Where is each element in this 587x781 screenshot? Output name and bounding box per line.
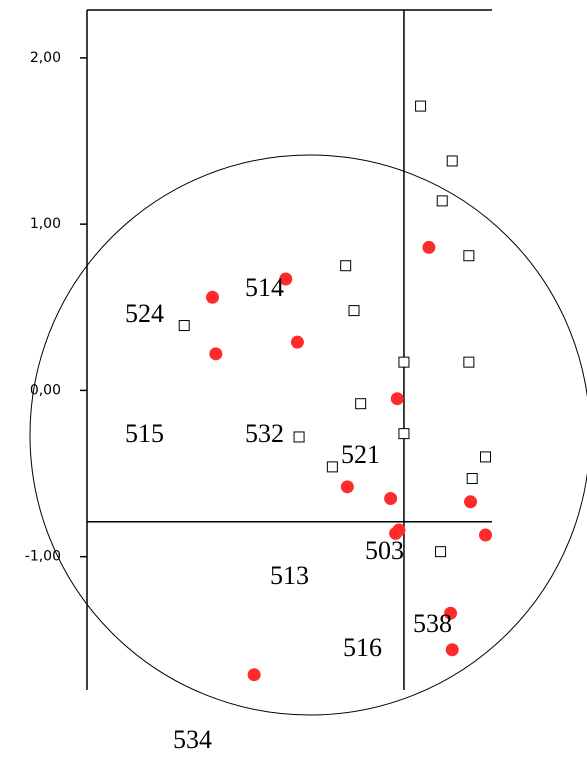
point xyxy=(444,606,458,620)
point xyxy=(480,451,492,463)
point xyxy=(445,643,459,657)
point xyxy=(466,473,478,485)
point xyxy=(348,305,360,317)
point xyxy=(435,546,447,558)
point xyxy=(463,250,475,262)
point-label: 514 xyxy=(245,273,284,302)
point xyxy=(326,461,338,473)
point-label: 521 xyxy=(341,440,380,469)
point xyxy=(293,431,305,443)
point xyxy=(247,668,261,682)
point xyxy=(389,526,403,540)
point-label: 516 xyxy=(343,633,382,662)
point xyxy=(390,392,404,406)
point xyxy=(398,428,410,440)
point xyxy=(279,272,293,286)
point-label: 503 xyxy=(365,536,404,565)
y-tick-label: 1,00 xyxy=(30,216,61,232)
y-tick-label: 0,00 xyxy=(30,382,61,398)
point xyxy=(178,320,190,332)
point-label: 532 xyxy=(245,419,284,448)
point xyxy=(464,495,478,509)
point xyxy=(206,290,220,304)
point xyxy=(436,195,448,207)
point xyxy=(355,398,367,410)
point xyxy=(463,356,475,368)
point-label: 515 xyxy=(125,419,164,448)
point xyxy=(415,100,427,112)
point xyxy=(290,335,304,349)
point xyxy=(340,260,352,272)
y-tick-label: -1,00 xyxy=(25,549,61,565)
point xyxy=(384,491,398,505)
point-label: 524 xyxy=(125,299,164,328)
point xyxy=(209,347,223,361)
point xyxy=(422,240,436,254)
y-tick-label: 2,00 xyxy=(30,50,61,66)
point-label: 534 xyxy=(173,725,212,754)
circle-outline xyxy=(29,154,587,716)
point xyxy=(479,528,493,542)
point xyxy=(340,480,354,494)
point xyxy=(398,356,410,368)
point-label: 513 xyxy=(270,561,309,590)
point xyxy=(446,155,458,167)
point-label: 538 xyxy=(413,609,452,638)
